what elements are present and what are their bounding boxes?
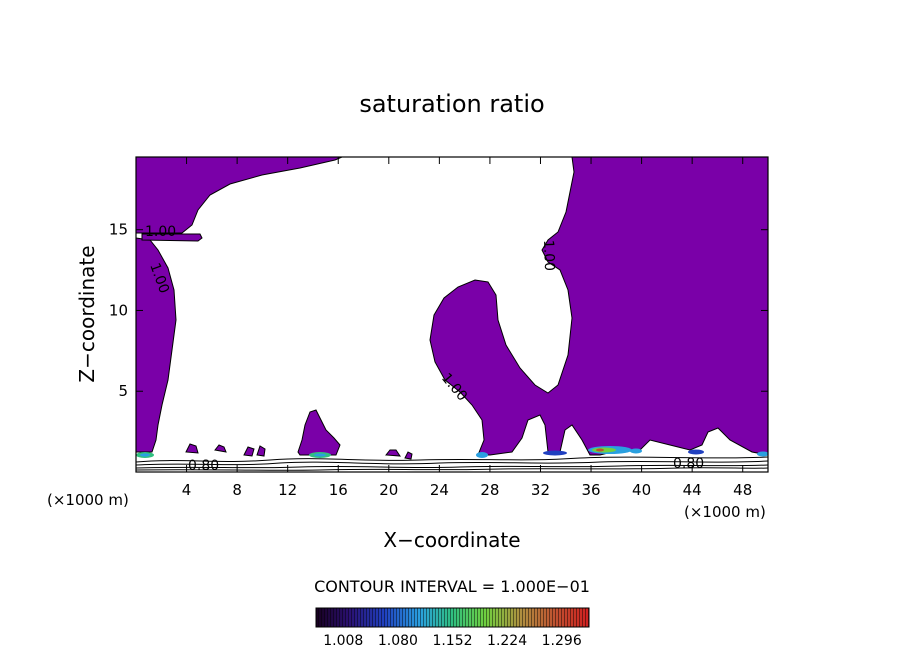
contour-label-6: 0.80 — [673, 456, 704, 472]
blob-22km — [404, 451, 413, 460]
contour-label-3: 1.00 — [540, 240, 557, 272]
x-tick-label: 40 — [632, 481, 651, 499]
contour-line-2 — [136, 460, 768, 466]
left-wall-region — [136, 237, 177, 453]
blob-10km-b — [256, 445, 266, 457]
x-tick-label: 20 — [379, 481, 398, 499]
y-tick-label: 15 — [109, 221, 128, 239]
spot-14km-core — [314, 453, 326, 457]
contour-line-1 — [136, 456, 768, 463]
spot-40km — [630, 448, 642, 454]
plot-frame — [135, 156, 769, 473]
x-tick-label: 36 — [581, 481, 600, 499]
spot-37km-core — [596, 448, 604, 452]
saturation-fill — [136, 157, 768, 460]
upper-left-region — [136, 157, 343, 234]
contour-labels: 1.00 1.00 1.00 1.00 0.80 0.80 — [145, 224, 704, 474]
spot-33km — [543, 450, 567, 456]
x-tick-label: 44 — [683, 481, 702, 499]
chart-title: saturation ratio — [359, 90, 544, 118]
contour-line-3 — [136, 464, 768, 469]
x-axis-label: X−coordinate — [383, 528, 520, 552]
blob-20km — [385, 449, 401, 457]
contour-label-5: 0.80 — [188, 458, 219, 474]
x-tick-label: 12 — [278, 481, 297, 499]
x-unit-left: (×1000 m) — [47, 491, 129, 509]
spot-28km — [476, 452, 488, 458]
colorbar-tick-label: 1.296 — [542, 633, 582, 649]
x-tick-label: 32 — [531, 481, 550, 499]
colorbar-tick-label: 1.080 — [378, 633, 418, 649]
blob-4km-b — [214, 444, 227, 453]
x-tick-label: 8 — [232, 481, 242, 499]
spot-49km — [757, 451, 768, 457]
right-main-region — [429, 157, 768, 456]
x-unit-right: (×1000 m) — [684, 503, 766, 521]
colorbar-stripes — [316, 608, 589, 627]
y-tick-label: 5 — [118, 382, 128, 400]
y-tick-label: 10 — [109, 301, 128, 319]
x-tick-label: 24 — [430, 481, 449, 499]
x-tick-label: 16 — [329, 481, 348, 499]
x-axis-ticks: 4 8 12 16 20 24 28 32 36 40 44 48 — [182, 157, 752, 499]
colorbar-tick-label: 1.008 — [323, 633, 363, 649]
x-tick-label: 4 — [182, 481, 192, 499]
thin-band-region — [141, 233, 203, 242]
y-axis-ticks: 5 10 15 — [109, 221, 768, 400]
high-saturation-spots — [136, 446, 768, 458]
colorbar-ticks: 1.008 1.080 1.152 1.224 1.296 — [323, 633, 582, 649]
blob-4km-a — [185, 443, 199, 454]
colorbar-tick-label: 1.152 — [432, 633, 472, 649]
colorbar-frame — [315, 607, 590, 628]
spot-45km — [688, 449, 704, 455]
blob-10km-a — [243, 446, 255, 457]
y-axis-label: Z−coordinate — [75, 245, 99, 382]
contour-label-1: 1.00 — [145, 224, 176, 240]
contour-interval-text: CONTOUR INTERVAL = 1.000E−01 — [314, 577, 590, 596]
spot-1km-core — [140, 453, 150, 457]
plume-14km — [297, 409, 341, 456]
x-tick-label: 48 — [733, 481, 752, 499]
colorbar-tick-label: 1.224 — [487, 633, 527, 649]
x-tick-label: 28 — [480, 481, 499, 499]
